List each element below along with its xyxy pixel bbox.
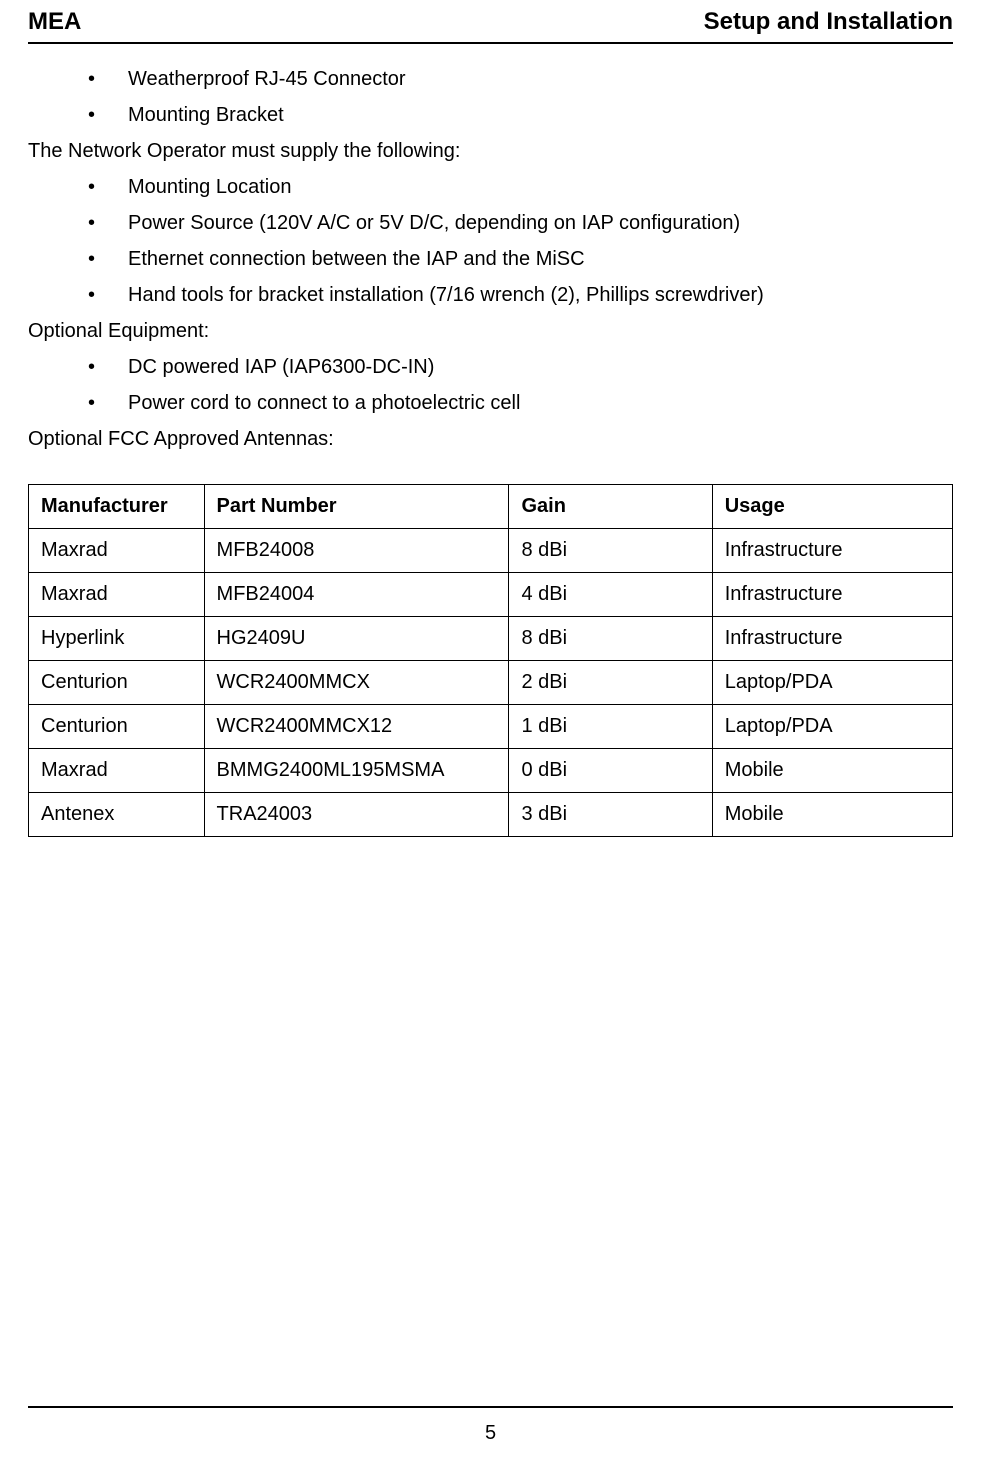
table-cell: Infrastructure bbox=[712, 573, 952, 617]
table-cell: Mobile bbox=[712, 793, 952, 837]
table-cell: Laptop/PDA bbox=[712, 661, 952, 705]
list-item: Weatherproof RJ-45 Connector bbox=[88, 62, 953, 96]
table-cell: 0 dBi bbox=[509, 749, 712, 793]
table-cell: MFB24008 bbox=[204, 529, 509, 573]
table-cell: Infrastructure bbox=[712, 617, 952, 661]
optional-list: DC powered IAP (IAP6300-DC-IN) Power cor… bbox=[28, 350, 953, 420]
table-row: Maxrad MFB24008 8 dBi Infrastructure bbox=[29, 529, 953, 573]
table-cell: TRA24003 bbox=[204, 793, 509, 837]
table-cell: Hyperlink bbox=[29, 617, 205, 661]
page-number: 5 bbox=[28, 1422, 953, 1445]
table-cell: 4 dBi bbox=[509, 573, 712, 617]
supply-list: Mounting Location Power Source (120V A/C… bbox=[28, 170, 953, 312]
table-row: Maxrad MFB24004 4 dBi Infrastructure bbox=[29, 573, 953, 617]
table-row: Centurion WCR2400MMCX12 1 dBi Laptop/PDA bbox=[29, 705, 953, 749]
antenna-table: Manufacturer Part Number Gain Usage Maxr… bbox=[28, 484, 953, 837]
page-footer: 5 bbox=[28, 1406, 953, 1445]
table-row: Hyperlink HG2409U 8 dBi Infrastructure bbox=[29, 617, 953, 661]
table-cell: 3 dBi bbox=[509, 793, 712, 837]
list-item: DC powered IAP (IAP6300-DC-IN) bbox=[88, 350, 953, 384]
table-cell: Infrastructure bbox=[712, 529, 952, 573]
table-header: Part Number bbox=[204, 485, 509, 529]
page-content: Weatherproof RJ-45 Connector Mounting Br… bbox=[28, 62, 953, 837]
table-cell: MFB24004 bbox=[204, 573, 509, 617]
footer-divider bbox=[28, 1406, 953, 1408]
list-item: Mounting Location bbox=[88, 170, 953, 204]
header-left: MEA bbox=[28, 8, 81, 36]
table-cell: Centurion bbox=[29, 661, 205, 705]
table-cell: WCR2400MMCX12 bbox=[204, 705, 509, 749]
table-cell: Mobile bbox=[712, 749, 952, 793]
table-cell: HG2409U bbox=[204, 617, 509, 661]
table-row: Maxrad BMMG2400ML195MSMA 0 dBi Mobile bbox=[29, 749, 953, 793]
table-cell: 1 dBi bbox=[509, 705, 712, 749]
table-header: Manufacturer bbox=[29, 485, 205, 529]
table-cell: Maxrad bbox=[29, 749, 205, 793]
top-list: Weatherproof RJ-45 Connector Mounting Br… bbox=[28, 62, 953, 132]
page-header: MEA Setup and Installation bbox=[28, 8, 953, 44]
antennas-intro: Optional FCC Approved Antennas: bbox=[28, 422, 953, 456]
table-cell: Antenex bbox=[29, 793, 205, 837]
table-cell: 8 dBi bbox=[509, 617, 712, 661]
header-right: Setup and Installation bbox=[704, 8, 953, 36]
table-header-row: Manufacturer Part Number Gain Usage bbox=[29, 485, 953, 529]
list-item: Power Source (120V A/C or 5V D/C, depend… bbox=[88, 206, 953, 240]
table-cell: BMMG2400ML195MSMA bbox=[204, 749, 509, 793]
table-header: Gain bbox=[509, 485, 712, 529]
list-item: Mounting Bracket bbox=[88, 98, 953, 132]
table-cell: 8 dBi bbox=[509, 529, 712, 573]
list-item: Power cord to connect to a photoelectric… bbox=[88, 386, 953, 420]
table-cell: WCR2400MMCX bbox=[204, 661, 509, 705]
list-item: Ethernet connection between the IAP and … bbox=[88, 242, 953, 276]
table-cell: Laptop/PDA bbox=[712, 705, 952, 749]
table-cell: Maxrad bbox=[29, 573, 205, 617]
table-cell: Maxrad bbox=[29, 529, 205, 573]
table-header: Usage bbox=[712, 485, 952, 529]
supply-intro: The Network Operator must supply the fol… bbox=[28, 134, 953, 168]
optional-intro: Optional Equipment: bbox=[28, 314, 953, 348]
table-cell: 2 dBi bbox=[509, 661, 712, 705]
table-row: Antenex TRA24003 3 dBi Mobile bbox=[29, 793, 953, 837]
table-cell: Centurion bbox=[29, 705, 205, 749]
list-item: Hand tools for bracket installation (7/1… bbox=[88, 278, 953, 312]
table-row: Centurion WCR2400MMCX 2 dBi Laptop/PDA bbox=[29, 661, 953, 705]
